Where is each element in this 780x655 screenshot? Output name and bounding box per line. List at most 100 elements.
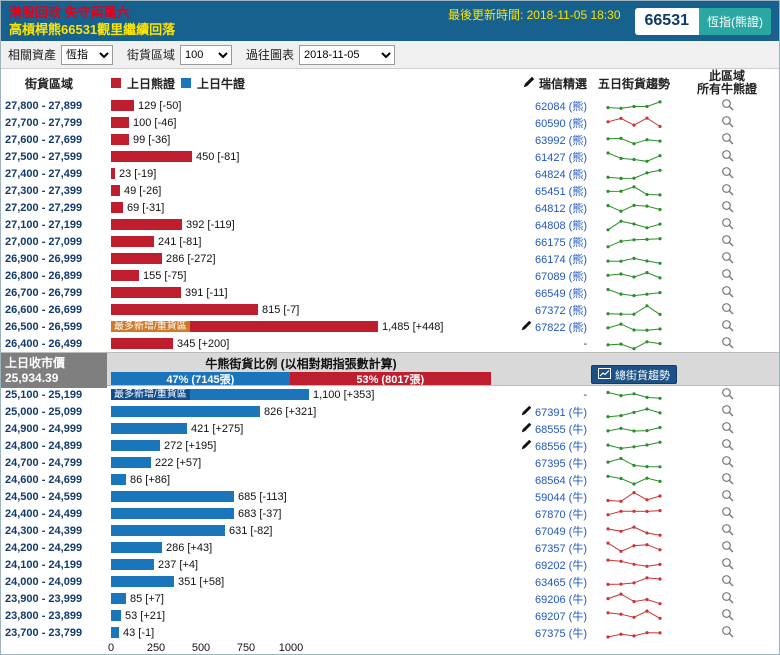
last-update-time: 最後更新時間: 2018-11-05 18:30 (447, 8, 621, 22)
cs-warrant-link[interactable]: 63465 (牛) (535, 576, 587, 589)
range-label: 27,300 - 27,399 (5, 184, 83, 197)
zoom-region-button[interactable] (675, 200, 779, 216)
zoom-region-button[interactable] (675, 336, 779, 352)
magnifier-icon (721, 472, 734, 488)
cs-warrant-link[interactable]: 68555 (牛) (535, 423, 587, 436)
cs-warrant-link[interactable]: 65451 (熊) (535, 185, 587, 198)
cs-warrant-link[interactable]: 69207 (牛) (535, 610, 587, 623)
bar-value: 53 [+21] (125, 609, 166, 622)
zoom-region-button[interactable] (675, 438, 779, 454)
table-row: 27,600 - 27,699 99 [-36] 63992 (熊) (1, 131, 779, 148)
trend-sparkline (593, 251, 675, 267)
cs-warrant-link[interactable]: 68564 (牛) (535, 474, 587, 487)
bar-value: 391 [-11] (185, 286, 228, 299)
range-label: 24,600 - 24,699 (5, 473, 83, 486)
zoom-region-button[interactable] (675, 557, 779, 573)
header-right: 最後更新時間: 2018-11-05 18:30 66531 恆指(熊證) (448, 3, 771, 39)
cs-warrant-link[interactable]: 64808 (熊) (535, 219, 587, 232)
zoom-region-button[interactable] (675, 234, 779, 250)
range-label: 24,900 - 24,999 (5, 422, 83, 435)
cs-warrant-link[interactable]: 67822 (熊) (535, 321, 587, 334)
zoom-region-button[interactable] (675, 404, 779, 420)
cs-cell: 66174 (熊) (497, 251, 593, 267)
zoom-region-button[interactable] (675, 166, 779, 182)
outstanding-bar (111, 168, 115, 179)
outstanding-bar (111, 236, 154, 247)
zoom-region-button[interactable] (675, 183, 779, 199)
outstanding-bar (111, 491, 234, 502)
region-count-select[interactable]: 100 (180, 44, 233, 65)
cs-warrant-link[interactable]: 61427 (熊) (535, 151, 587, 164)
cs-warrant-link[interactable]: 69202 (牛) (535, 559, 587, 572)
cs-cell: 62084 (熊) (497, 98, 593, 114)
cs-warrant-link[interactable]: 66175 (熊) (535, 236, 587, 249)
cs-warrant-link[interactable]: 67357 (牛) (535, 542, 587, 555)
magnifier-icon (721, 115, 734, 131)
cs-warrant-link[interactable]: 67089 (熊) (535, 270, 587, 283)
table-row: 27,500 - 27,599 450 [-81] 61427 (熊) (1, 148, 779, 165)
zoom-region-button[interactable] (675, 149, 779, 165)
zoom-region-button[interactable] (675, 625, 779, 641)
cs-warrant-link[interactable]: 66174 (熊) (535, 253, 587, 266)
cs-warrant-link[interactable]: 67372 (熊) (535, 304, 587, 317)
zoom-region-button[interactable] (675, 115, 779, 131)
table-row: 27,300 - 27,399 49 [-26] 65451 (熊) (1, 182, 779, 199)
zoom-region-button[interactable] (675, 387, 779, 403)
bar-cell: 237 [+4] (107, 559, 497, 571)
cs-warrant-link: - (583, 337, 587, 350)
cs-warrant-link[interactable]: 67375 (牛) (535, 627, 587, 640)
zoom-region-button[interactable] (675, 608, 779, 624)
magnifier-icon (721, 540, 734, 556)
zoom-region-button[interactable] (675, 489, 779, 505)
cs-warrant-link[interactable]: 69206 (牛) (535, 593, 587, 606)
trend-sparkline (593, 387, 675, 403)
cs-warrant-link[interactable]: 60590 (熊) (535, 117, 587, 130)
bar-value: 683 [-37] (238, 507, 282, 520)
zoom-region-button[interactable] (675, 523, 779, 539)
bar-value: 99 [-36] (133, 133, 171, 146)
bar-value: 631 [-82] (229, 524, 273, 537)
zoom-region-button[interactable] (675, 132, 779, 148)
zoom-region-button[interactable] (675, 472, 779, 488)
bar-cell: 345 [+200] (107, 338, 497, 350)
heavy-zone-badge: 最多新增/重貨區 (111, 321, 190, 332)
cs-warrant-link[interactable]: 67049 (牛) (535, 525, 587, 538)
table-row: 24,200 - 24,299 286 [+43] 67357 (牛) (1, 539, 779, 556)
cs-warrant-link[interactable]: 59044 (牛) (535, 491, 587, 504)
cs-cell: 67822 (熊) (497, 319, 593, 335)
zoom-region-button[interactable] (675, 319, 779, 335)
cs-cell: 69202 (牛) (497, 557, 593, 573)
cs-warrant-link[interactable]: 62084 (熊) (535, 100, 587, 113)
cs-warrant-link[interactable]: 67395 (牛) (535, 457, 587, 470)
zoom-region-button[interactable] (675, 506, 779, 522)
cs-warrant-link[interactable]: 63992 (熊) (535, 134, 587, 147)
bar-value: 1,100 [+353] (313, 388, 375, 401)
outstanding-bar (111, 423, 187, 434)
zoom-region-button[interactable] (675, 251, 779, 267)
zoom-region-button[interactable] (675, 285, 779, 301)
zoom-region-button[interactable] (675, 574, 779, 590)
zoom-region-button[interactable] (675, 540, 779, 556)
cs-warrant-link[interactable]: 64824 (熊) (535, 168, 587, 181)
zoom-region-button[interactable] (675, 591, 779, 607)
cs-cell: - (497, 388, 593, 402)
table-row: 27,700 - 27,799 100 [-46] 60590 (熊) (1, 114, 779, 131)
table-row: 24,400 - 24,499 683 [-37] 67870 (牛) (1, 505, 779, 522)
zoom-region-button[interactable] (675, 268, 779, 284)
zoom-region-button[interactable] (675, 455, 779, 471)
cs-warrant-link[interactable]: 68556 (牛) (535, 440, 587, 453)
cs-warrant-link[interactable]: 64812 (熊) (535, 202, 587, 215)
zoom-region-button[interactable] (675, 302, 779, 318)
zoom-region-button[interactable] (675, 421, 779, 437)
cs-pen-icon (521, 439, 532, 453)
zoom-region-button[interactable] (675, 217, 779, 233)
total-trend-button[interactable]: 總街貨趨勢 (591, 365, 677, 384)
related-asset-select[interactable]: 恆指 (61, 44, 114, 65)
cs-warrant-link[interactable]: 67391 (牛) (535, 406, 587, 419)
cs-warrant-link[interactable]: 67870 (牛) (535, 508, 587, 521)
history-date-select[interactable]: 2018-11-05 (299, 44, 396, 65)
cs-warrant-link[interactable]: 66549 (熊) (535, 287, 587, 300)
cs-cell: 68564 (牛) (497, 472, 593, 488)
trend-sparkline (593, 557, 675, 573)
zoom-region-button[interactable] (675, 98, 779, 114)
